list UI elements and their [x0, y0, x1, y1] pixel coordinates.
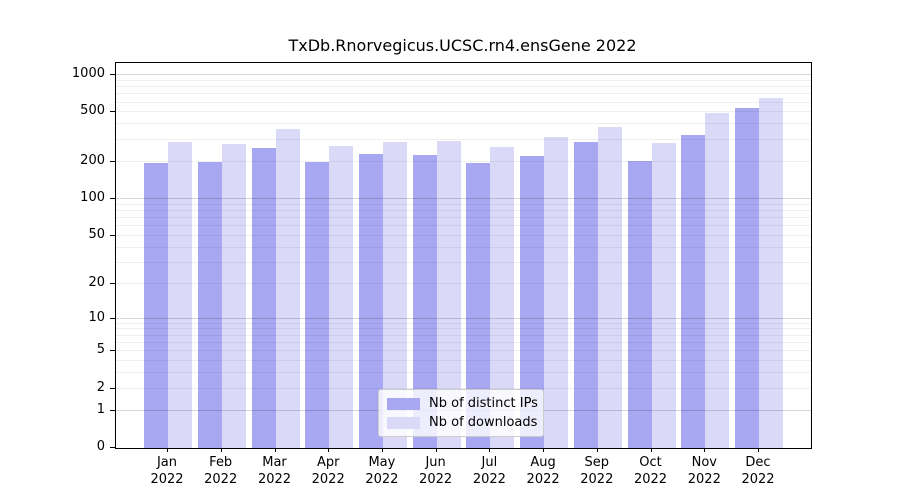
x-tick-label-mar: Mar 2022: [257, 455, 292, 487]
bar-distinct-ips-feb: [197, 161, 222, 448]
x-tick-label-nov: Nov 2022: [687, 455, 721, 487]
x-tick-mark: [543, 448, 545, 452]
x-tick-mark: [704, 448, 706, 452]
y-tick-mark: [110, 197, 115, 199]
x-tick-mark: [220, 448, 222, 452]
y-tick-label-10: 10: [88, 309, 105, 325]
y-tick-label-5: 5: [96, 342, 105, 358]
legend-label-distinct-ips: Nb of distinct IPs: [429, 396, 538, 411]
y-tick-mark: [110, 409, 115, 411]
bar-distinct-ips-apr: [305, 162, 330, 448]
x-tick-label-jan: Jan 2022: [150, 455, 184, 487]
y-tick-label-0: 0: [96, 439, 105, 454]
bar-downloads-aug: [544, 136, 569, 448]
y-tick-label-2: 2: [96, 379, 105, 395]
x-tick-label-jul: Jul 2022: [472, 455, 506, 487]
bar-distinct-ips-dec: [735, 108, 759, 448]
y-tick-label-500: 500: [80, 103, 105, 119]
gridline-minor: [116, 101, 811, 103]
x-tick-mark: [381, 448, 383, 452]
x-tick-mark: [274, 448, 276, 452]
y-tick-label-200: 200: [80, 152, 105, 168]
bar-downloads-oct: [651, 142, 676, 448]
legend-swatch-distinct-ips: [387, 397, 420, 410]
bar-downloads-jan: [168, 141, 192, 448]
bar-distinct-ips-nov: [681, 134, 706, 448]
x-tick-label-jun: Jun 2022: [419, 455, 453, 487]
bar-downloads-dec: [759, 98, 783, 448]
x-tick-mark: [328, 448, 330, 452]
y-tick-mark: [110, 74, 115, 75]
gridline-major: [116, 74, 811, 75]
x-tick-mark: [489, 448, 491, 452]
bar-downloads-feb: [221, 144, 246, 448]
x-tick-label-sep: Sep 2022: [580, 455, 614, 487]
x-tick-label-oct: Oct 2022: [633, 455, 668, 487]
y-tick-mark: [110, 234, 115, 236]
y-tick-mark: [110, 350, 115, 352]
bar-distinct-ips-sep: [573, 142, 598, 448]
legend: Nb of distinct IPs Nb of downloads: [378, 389, 544, 437]
y-tick-mark: [110, 317, 115, 319]
chart-title: TxDb.Rnorvegicus.UCSC.rn4.ensGene 2022: [288, 36, 637, 55]
y-tick-mark: [110, 387, 115, 389]
y-tick-label-1: 1: [96, 401, 105, 417]
bar-downloads-apr: [329, 146, 354, 448]
x-tick-label-feb: Feb 2022: [204, 455, 238, 487]
x-tick-mark: [758, 448, 759, 452]
y-tick-mark: [110, 160, 115, 162]
bar-distinct-ips-oct: [627, 160, 652, 448]
x-tick-label-aug: Aug 2022: [526, 455, 560, 487]
gridline-minor: [116, 86, 811, 88]
x-tick-mark: [650, 448, 652, 452]
x-tick-mark: [167, 448, 168, 452]
legend-label-downloads: Nb of downloads: [429, 415, 538, 430]
bar-downloads-sep: [597, 126, 622, 448]
bar-distinct-ips-jan: [144, 162, 168, 448]
y-tick-mark: [110, 111, 115, 113]
y-tick-mark: [110, 282, 115, 284]
x-tick-mark: [596, 448, 598, 452]
gridline-minor: [116, 79, 811, 81]
y-tick-label-20: 20: [88, 274, 105, 290]
y-tick-mark: [110, 447, 115, 448]
bar-downloads-nov: [705, 113, 730, 448]
gridline-minor: [116, 93, 811, 95]
y-tick-label-1000: 1000: [71, 66, 105, 81]
y-tick-label-50: 50: [88, 226, 105, 242]
bar-downloads-mar: [275, 128, 300, 448]
x-tick-label-dec: Dec 2022: [741, 455, 775, 487]
legend-swatch-downloads: [387, 416, 420, 429]
legend-item-distinct-ips: Nb of distinct IPs: [387, 396, 538, 411]
bar-distinct-ips-mar: [251, 148, 276, 448]
legend-item-downloads: Nb of downloads: [387, 415, 538, 430]
y-tick-label-100: 100: [80, 189, 105, 205]
gridline-minor: [116, 111, 811, 113]
x-tick-mark: [435, 448, 437, 452]
x-tick-label-apr: Apr 2022: [311, 455, 345, 487]
x-tick-label-may: May 2022: [365, 455, 399, 487]
